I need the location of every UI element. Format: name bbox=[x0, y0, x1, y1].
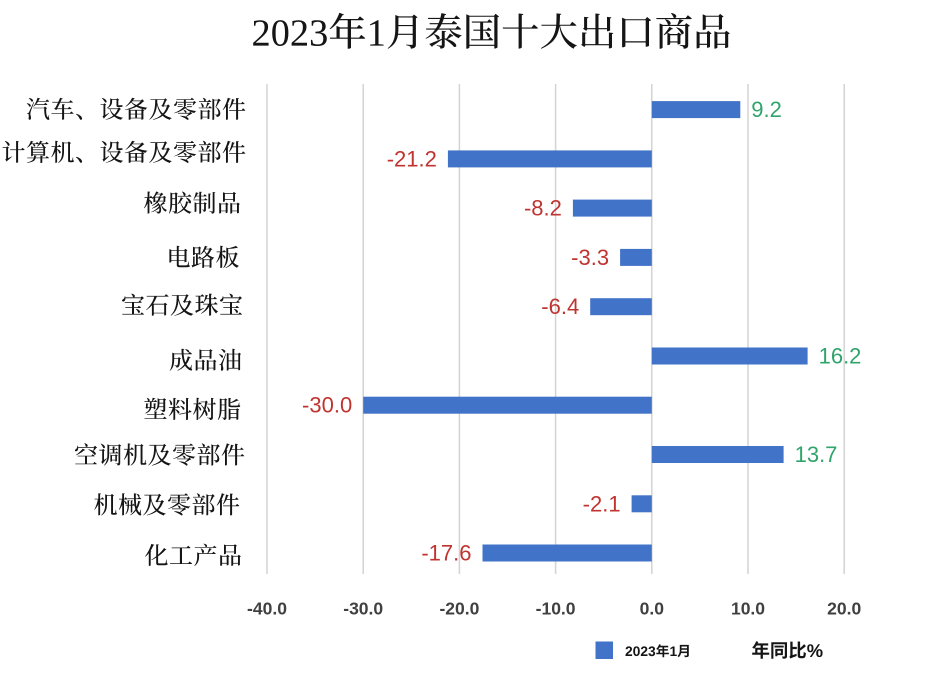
svg-text:-30.0: -30.0 bbox=[343, 599, 383, 619]
svg-text:-6.4: -6.4 bbox=[541, 294, 579, 319]
svg-text:16.2: 16.2 bbox=[819, 344, 862, 369]
svg-text:-30.0: -30.0 bbox=[302, 393, 352, 418]
svg-text:-8.2: -8.2 bbox=[524, 196, 562, 221]
svg-text:-10.0: -10.0 bbox=[536, 599, 576, 619]
svg-text:-2.1: -2.1 bbox=[583, 491, 621, 516]
svg-text:-20.0: -20.0 bbox=[439, 599, 479, 619]
svg-text:9.2: 9.2 bbox=[751, 97, 782, 122]
svg-text:-3.3: -3.3 bbox=[571, 245, 609, 270]
svg-text:20.0: 20.0 bbox=[827, 599, 861, 619]
svg-text:0.0: 0.0 bbox=[640, 599, 665, 619]
svg-text:-40.0: -40.0 bbox=[247, 599, 287, 619]
svg-text:10.0: 10.0 bbox=[731, 599, 765, 619]
svg-text:-21.2: -21.2 bbox=[387, 146, 437, 171]
svg-text:-17.6: -17.6 bbox=[421, 541, 471, 566]
svg-text:13.7: 13.7 bbox=[795, 442, 838, 467]
